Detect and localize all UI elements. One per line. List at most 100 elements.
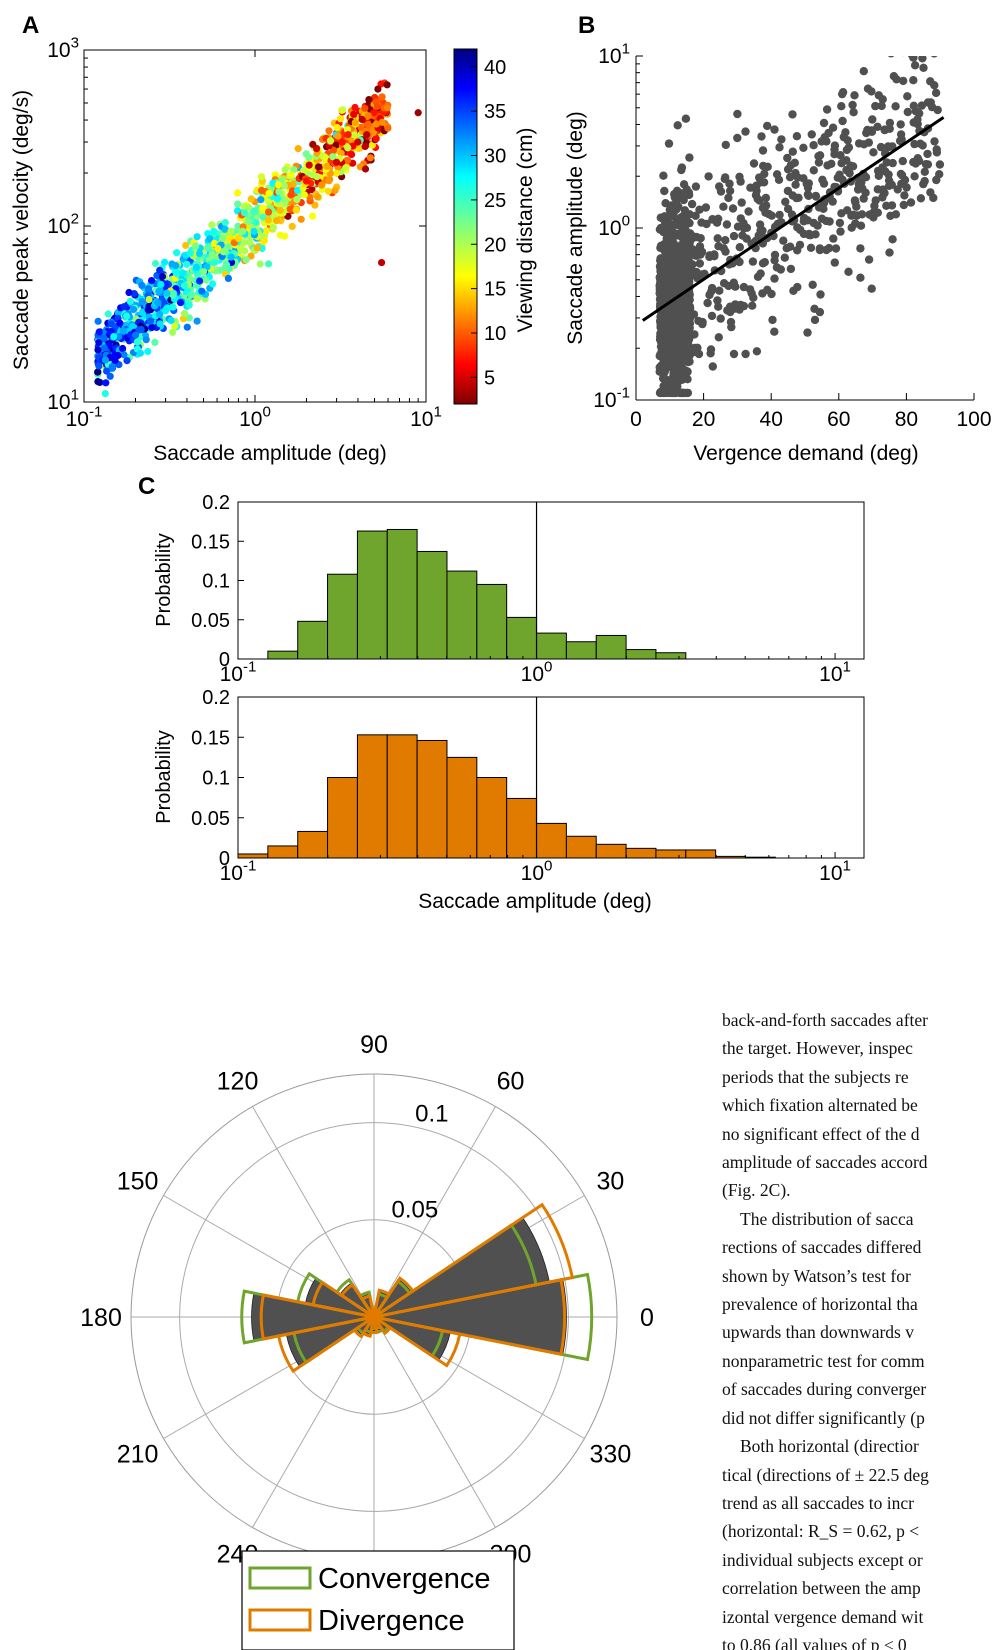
scatter-point [887,180,896,189]
scatter-point [816,290,825,299]
scatter-point [667,256,676,266]
histogram-bar [625,649,657,660]
scatter-point [660,323,669,332]
scatter-point [186,249,194,257]
scatter-point [209,280,217,288]
scatter-point [869,148,878,157]
scatter-point [844,267,853,276]
panel-b-ticks: 0 20 40 60 80 100 10-1 100 101 [593,41,991,431]
polar-angle-label: 210 [117,1441,159,1469]
colorbar-tick-label: 30 [484,146,506,168]
scatter-point [756,269,765,278]
histogram-bar [327,777,358,859]
scatter-point [656,256,665,265]
polar-bars [240,1202,594,1374]
scatter-point [384,124,392,132]
scatter-point [761,193,771,203]
scatter-point [685,302,695,311]
x-tick-label: 10-1 [66,404,103,431]
scatter-point [815,151,825,160]
scatter-point [791,180,800,189]
x-tick-label: 10-1 [220,659,257,686]
scatter-point [679,192,688,201]
scatter-point [741,127,750,136]
scatter-point [909,101,918,111]
scatter-point [679,388,688,398]
body-text-line: izontal vergence demand wit [722,1606,924,1627]
scatter-point [182,241,190,249]
scatter-point [814,158,824,167]
scatter-point [383,104,391,112]
scatter-point [309,212,317,220]
scatter-point [903,107,912,117]
scatter-point [357,123,365,131]
scatter-point [871,101,880,111]
scatter-point [704,172,713,181]
scatter-point [741,349,750,359]
scatter-point [671,277,680,287]
scatter-point [714,333,723,342]
scatter-point [707,311,717,321]
scatter-point [675,337,685,346]
scatter-point [803,328,812,337]
scatter-point [920,40,928,48]
scatter-point [218,234,227,242]
scatter-point [876,142,886,152]
scatter-point [368,141,376,149]
histogram-bar [476,583,508,660]
scatter-point [106,372,114,380]
scatter-point [721,140,730,150]
scatter-point [275,188,283,196]
scatter-point [361,165,370,173]
scatter-point [722,220,732,229]
y-tick-label: 0.2 [202,492,230,514]
scatter-point [739,301,749,311]
scatter-point [932,145,941,154]
scatter-point [678,280,687,290]
scatter-point [161,258,169,266]
scatter-point [878,185,888,194]
scatter-point [242,256,250,264]
scatter-point [677,165,686,175]
scatter-point [856,221,866,230]
scatter-point [693,343,702,352]
scatter-point [918,141,927,150]
histogram-bar [416,550,448,660]
scatter-point [297,215,305,223]
scatter-point [861,173,871,182]
scatter-point [721,236,730,245]
scatter-point [878,95,887,104]
scatter-point [167,316,175,325]
y-tick-label: 100 [598,213,630,240]
scatter-point [896,120,905,129]
scatter-point [372,120,380,128]
scatter-point [852,202,861,211]
scatter-point [208,221,216,229]
scatter-point [926,98,935,107]
scatter-point [681,215,690,225]
scatter-point [877,101,886,111]
scatter-point [300,191,308,199]
scatter-point [714,302,723,311]
scatter-point [831,244,841,253]
scatter-point [715,182,724,191]
scatter-point [658,374,668,383]
histogram-bar [416,739,448,859]
scatter-point [705,252,714,262]
scatter-point [305,153,313,161]
scatter-point [348,150,356,159]
scatter-point [847,223,856,232]
scatter-point [245,204,253,212]
scatter-point [830,145,839,154]
scatter-point [659,171,668,180]
scatter-point [273,195,282,203]
scatter-point [665,205,674,214]
scatter-point [172,268,180,276]
scatter-point [176,299,185,307]
scatter-point [256,260,264,268]
scatter-point [123,312,131,320]
scatter-point [678,224,688,233]
scatter-point [909,157,918,167]
scatter-point [748,257,758,266]
